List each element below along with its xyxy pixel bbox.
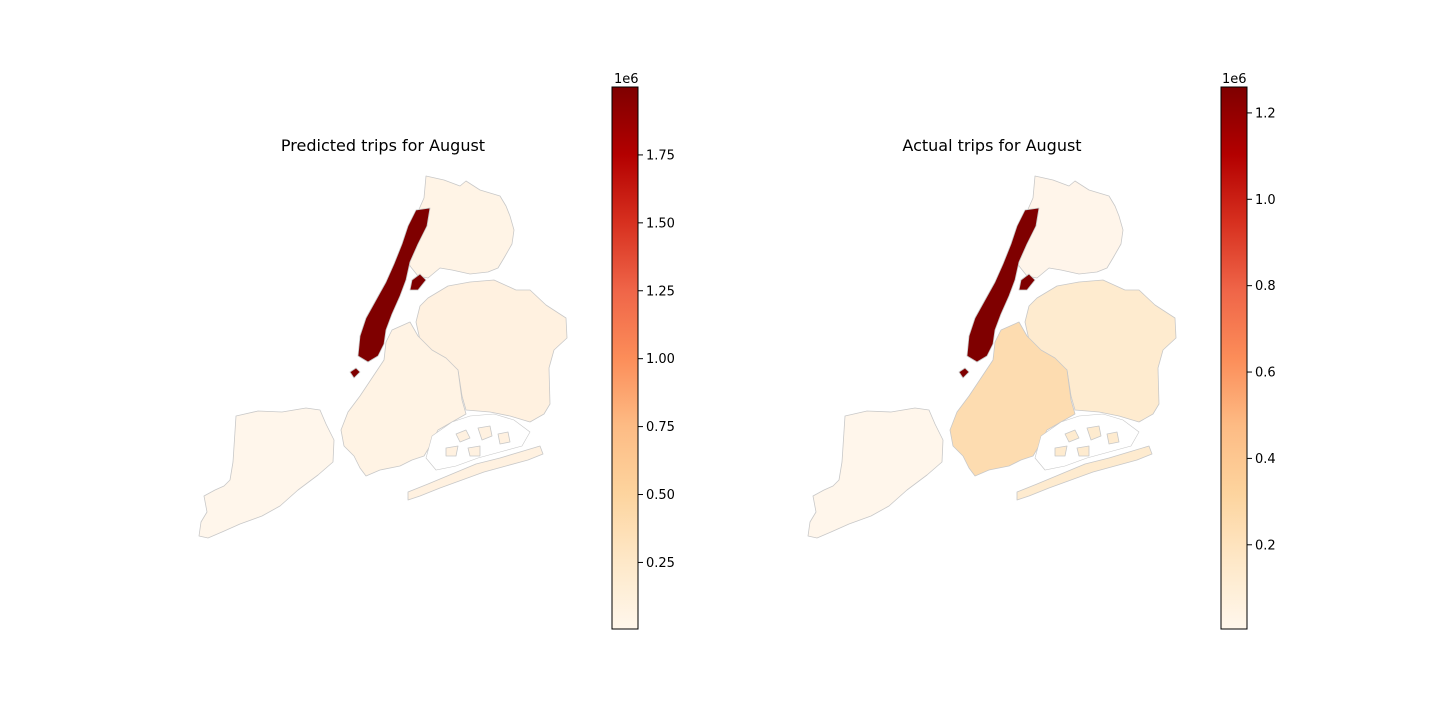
governors-island — [349, 367, 361, 379]
colorbar-predicted: 1e6 0.25 0.50 0.75 1.00 1.25 1.50 1.75 — [611, 72, 675, 630]
borough-manhattan — [966, 207, 1040, 363]
marsh-island — [445, 445, 459, 457]
colorbar-tick-label: 0.8 — [1255, 279, 1276, 294]
borough-staten-island — [198, 407, 335, 539]
colorbar-tick-label: 1.0 — [1255, 193, 1276, 208]
colorbar-gradient — [611, 86, 639, 630]
marsh-island — [477, 425, 493, 441]
colorbar-exponent: 1e6 — [1222, 72, 1247, 87]
panel-actual: Actual trips for August 1e6 0.2 0.4 0.6 0.8… — [807, 72, 1276, 630]
panel-title-actual: Actual trips for August — [902, 136, 1081, 155]
colorbar-tick-label: 0.25 — [646, 556, 675, 571]
map-actual — [807, 175, 1177, 539]
marsh-island — [1106, 431, 1120, 445]
marsh-island — [1086, 425, 1102, 441]
borough-brooklyn — [949, 321, 1076, 477]
colorbar-tick-label: 1.25 — [646, 284, 675, 299]
colorbar-tick-label: 0.4 — [1255, 452, 1276, 467]
marsh-island — [497, 431, 511, 445]
colorbar-tick-label: 1.00 — [646, 352, 675, 367]
colorbar-tick-label: 0.50 — [646, 488, 675, 503]
colorbar-tick-label: 1.2 — [1255, 106, 1276, 121]
randalls-island — [1018, 273, 1036, 291]
colorbar-tick-label: 0.6 — [1255, 366, 1276, 381]
borough-staten-island — [807, 407, 944, 539]
borough-queens-rockaway — [407, 445, 544, 501]
borough-manhattan — [357, 207, 431, 363]
marsh-island — [455, 429, 471, 443]
panel-predicted: Predicted trips for August 1e6 0.25 0.50 0… — [198, 72, 675, 630]
colorbar-tick-label: 1.50 — [646, 216, 675, 231]
governors-island — [958, 367, 970, 379]
borough-brooklyn — [340, 321, 467, 477]
marsh-island — [1054, 445, 1068, 457]
map-predicted — [198, 175, 568, 539]
marsh-island — [1064, 429, 1080, 443]
randalls-island — [409, 273, 427, 291]
colorbar-tick-label: 0.75 — [646, 420, 675, 435]
colorbar-gradient — [1220, 86, 1248, 630]
colorbar-exponent: 1e6 — [614, 72, 639, 87]
marsh-island — [1076, 445, 1090, 457]
panel-title-predicted: Predicted trips for August — [281, 136, 485, 155]
colorbar-actual: 1e6 0.2 0.4 0.6 0.8 1.0 1.2 — [1220, 72, 1276, 630]
colorbar-tick-label: 0.2 — [1255, 538, 1276, 553]
colorbar-tick-label: 1.75 — [646, 148, 675, 163]
borough-queens-rockaway — [1016, 445, 1153, 501]
marsh-island — [467, 445, 481, 457]
